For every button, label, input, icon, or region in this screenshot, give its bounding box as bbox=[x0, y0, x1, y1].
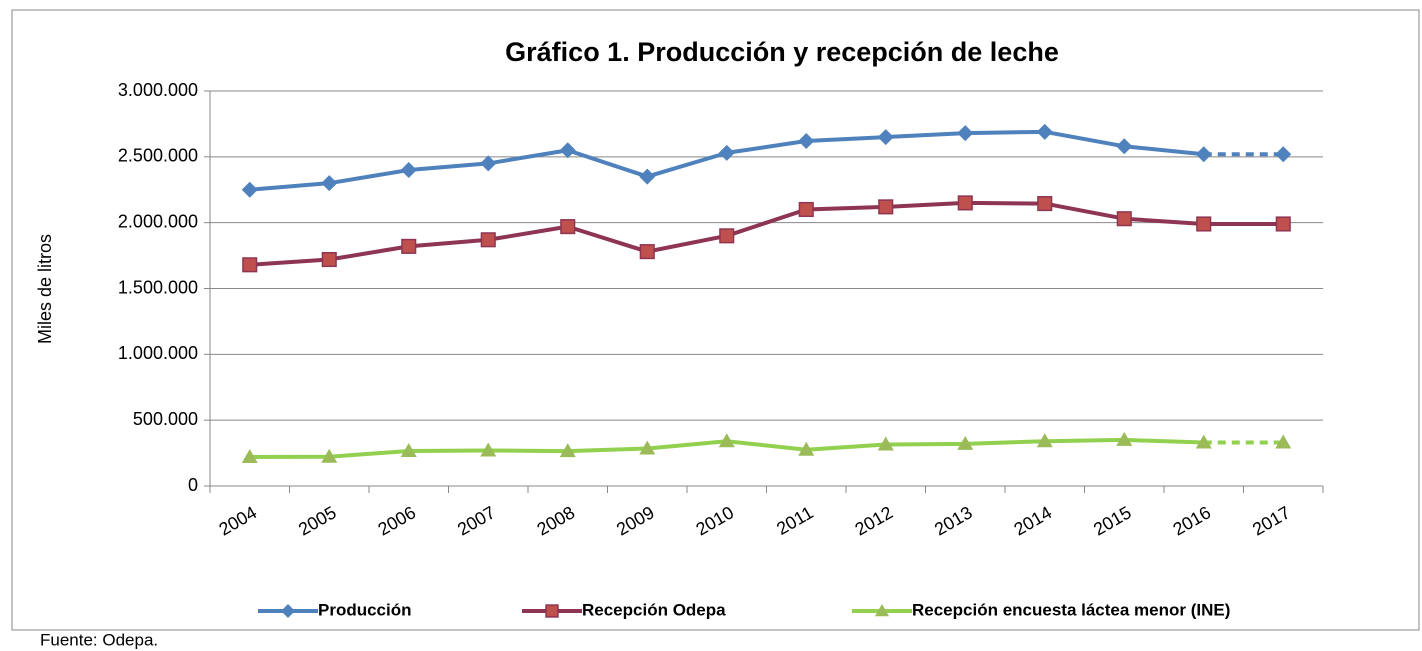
marker bbox=[639, 440, 656, 455]
marker bbox=[798, 133, 815, 150]
marker bbox=[400, 162, 417, 178]
marker bbox=[1196, 216, 1212, 232]
marker bbox=[242, 257, 258, 273]
marker bbox=[281, 604, 295, 618]
marker bbox=[321, 251, 337, 268]
chart-title: Gráfico 1. Producción y recepción de lec… bbox=[505, 37, 1059, 67]
y-tick-label: 2.500.000 bbox=[118, 146, 198, 166]
marker bbox=[875, 604, 889, 617]
marker bbox=[1036, 433, 1053, 448]
marker bbox=[1275, 146, 1292, 163]
marker bbox=[480, 155, 497, 172]
marker bbox=[719, 228, 735, 244]
legend-label: Recepción Odepa bbox=[582, 600, 726, 619]
marker bbox=[798, 441, 815, 456]
marker bbox=[957, 125, 974, 142]
marker bbox=[798, 201, 814, 218]
y-tick-label: 1.000.000 bbox=[118, 343, 198, 363]
marker bbox=[878, 199, 894, 215]
marker bbox=[1116, 138, 1133, 155]
legend-label: Producción bbox=[318, 600, 412, 619]
marker bbox=[400, 442, 417, 457]
marker bbox=[401, 238, 417, 254]
marker bbox=[480, 442, 497, 457]
marker bbox=[1036, 123, 1053, 140]
chart-frame bbox=[11, 9, 1420, 631]
marker bbox=[560, 219, 576, 235]
legend-label: Recepción encuesta láctea menor (INE) bbox=[912, 600, 1230, 619]
marker bbox=[718, 433, 735, 448]
series-line bbox=[249, 200, 1284, 267]
marker bbox=[639, 168, 656, 185]
marker bbox=[718, 144, 735, 161]
source-note: Fuente: Odepa. bbox=[40, 630, 158, 649]
marker bbox=[545, 604, 559, 618]
marker bbox=[1195, 434, 1212, 449]
y-tick-label: 1.500.000 bbox=[118, 277, 198, 297]
marker bbox=[1275, 216, 1291, 232]
marker bbox=[957, 435, 974, 450]
marker bbox=[559, 443, 576, 458]
marker bbox=[877, 436, 894, 451]
marker bbox=[1275, 434, 1292, 449]
marker bbox=[1116, 211, 1132, 227]
marker bbox=[957, 195, 973, 211]
marker bbox=[321, 448, 338, 463]
y-tick-label: 2.000.000 bbox=[118, 211, 198, 231]
marker bbox=[639, 244, 655, 260]
marker bbox=[241, 449, 258, 464]
y-axis-label: Miles de litros bbox=[35, 234, 55, 344]
marker bbox=[480, 232, 496, 248]
marker bbox=[1037, 196, 1053, 212]
y-tick-label: 0 bbox=[188, 475, 198, 495]
y-tick-label: 3.000.000 bbox=[118, 80, 198, 100]
marker bbox=[1195, 146, 1212, 163]
marker bbox=[559, 142, 576, 159]
y-tick-label: 500.000 bbox=[133, 409, 198, 429]
marker bbox=[877, 129, 894, 146]
marker bbox=[241, 181, 258, 198]
marker bbox=[321, 175, 338, 192]
marker bbox=[1116, 431, 1133, 446]
